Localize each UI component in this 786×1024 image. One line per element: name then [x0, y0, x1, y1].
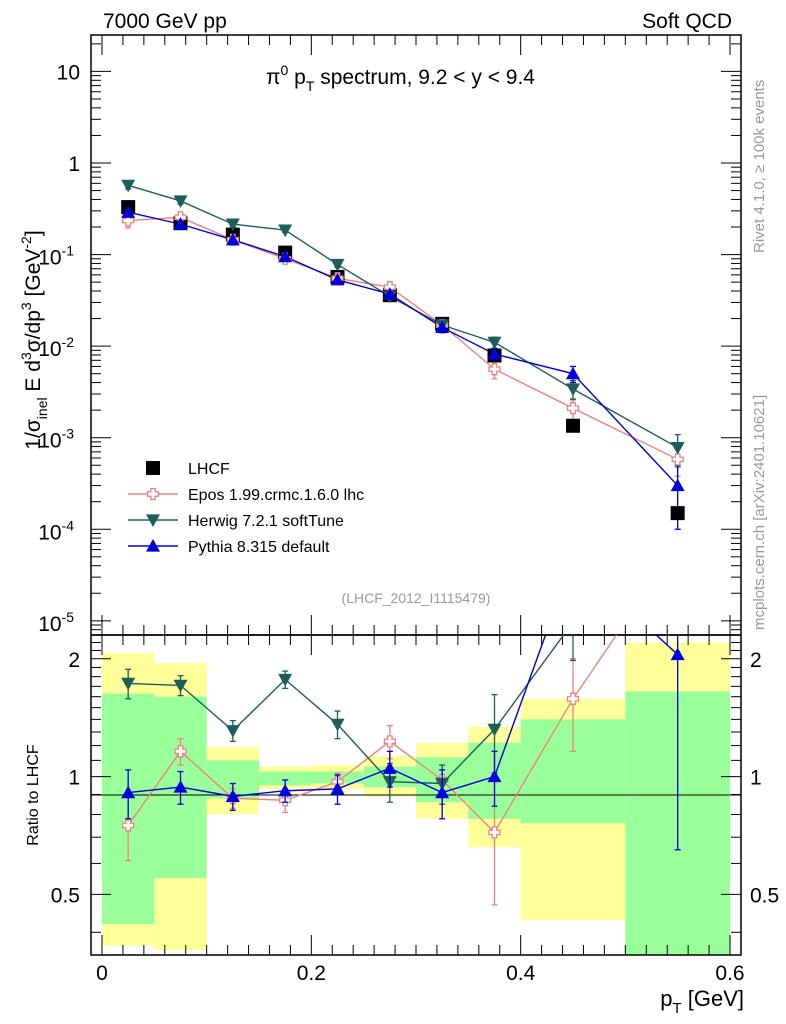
ratio-0-point	[383, 735, 396, 748]
series-2-point	[487, 347, 502, 360]
ratio-0-point	[672, 540, 683, 551]
series-2-point	[566, 366, 580, 380]
series-1-point	[278, 224, 293, 238]
header-right: Soft QCD	[642, 10, 732, 33]
series-1-point	[225, 218, 240, 232]
ratio-tick-label: 1	[68, 767, 80, 790]
y-tick-label: 10-4	[38, 517, 74, 544]
ratio-2-point	[121, 785, 136, 799]
ratio-tick-label: 0.5	[51, 884, 80, 907]
series-2-point	[670, 478, 685, 492]
series-line-1	[127, 184, 679, 449]
y-tick-label: 10-5	[38, 609, 74, 636]
legend-marker	[146, 487, 160, 501]
ratio-2-point	[435, 785, 450, 799]
main-series	[121, 179, 685, 530]
ratio-tick-label: 2	[68, 649, 80, 672]
ratio-1-point	[225, 725, 240, 738]
series-2-point	[330, 272, 345, 286]
main-y-ticks: 10-5 10-4 10-3 10-2 10-1 1 10	[38, 43, 741, 636]
x-tick-label: 0.6	[715, 962, 744, 985]
ratio-2-point	[382, 761, 397, 774]
legend: LHCF Epos 1.99.crmc.1.6.0 lhc Herwig 7.2.1…	[128, 461, 364, 556]
series-line-2	[128, 211, 679, 487]
ratio-0-point	[566, 692, 580, 705]
y-tick-label: 10-3	[38, 426, 74, 453]
y-tick-label: 10	[57, 61, 80, 84]
ratio-1-point	[330, 718, 345, 732]
ratio-tick-label: 1	[750, 767, 762, 790]
ratio-2-point	[278, 783, 293, 797]
ratio-line-0	[127, 635, 618, 834]
series-0-point	[488, 363, 501, 376]
ratio-1-point	[566, 617, 580, 630]
ratio-line-1	[128, 635, 565, 785]
analysis-id: (LHCF_2012_I1115479)	[342, 590, 491, 606]
legend-label: LHCF	[188, 461, 230, 478]
header-left: 7000 GeV pp	[103, 10, 227, 33]
legend-marker	[146, 539, 160, 552]
ratio-uncertainty-bands	[102, 642, 730, 955]
series-1-point	[487, 336, 502, 350]
y-tick-label: 10-2	[38, 334, 74, 361]
ratio-1-point	[173, 679, 188, 693]
ratio-1-point	[487, 723, 502, 737]
ratio-1-point	[278, 673, 293, 687]
series-2-point	[278, 249, 293, 263]
series-1-point	[173, 195, 188, 208]
legend-label: Epos 1.99.crmc.1.6.0 lhc	[188, 487, 364, 504]
mcplots-label: mcplots.cern.ch [arXiv:2401.10621]	[751, 395, 768, 630]
rivet-label: Rivet 4.1.0, ≥ 100k events	[751, 80, 768, 253]
series-0-point	[122, 214, 135, 227]
ratio-0-point	[174, 745, 187, 758]
data-point	[670, 506, 685, 521]
series-1-point	[330, 258, 345, 272]
series-2-point	[225, 232, 240, 246]
ratio-1-point	[121, 677, 136, 691]
series-0-point	[671, 453, 684, 466]
legend-marker	[146, 514, 160, 527]
ratio-2-point	[566, 552, 580, 565]
x-tick-label: 0.4	[506, 962, 536, 985]
ratio-y-axis-label: Ratio to LHCF	[25, 744, 42, 846]
x-tick-label: 0.2	[297, 962, 326, 985]
legend-label: Pythia 8.315 default	[188, 539, 330, 556]
series-1-point	[566, 383, 580, 397]
data-point	[566, 418, 580, 433]
series-2-point	[173, 217, 188, 230]
ratio-0-point	[488, 826, 501, 839]
ratio-tick-label: 2	[750, 649, 762, 672]
ratio-2-point	[173, 780, 188, 793]
ratio-tick-label: 0.5	[750, 884, 779, 907]
chart-title: π0 pT spectrum, 9.2 < y < 9.4	[266, 62, 535, 94]
legend-label: Herwig 7.2.1 softTune	[188, 513, 344, 530]
y-tick-label: 1	[68, 153, 80, 176]
series-1-point	[670, 441, 685, 455]
ratio-0-point	[122, 819, 135, 832]
legend-marker	[146, 461, 160, 475]
series-0-point	[566, 402, 580, 415]
inner-band-3	[259, 771, 312, 786]
series-2-point	[435, 320, 450, 334]
ratio-2-point	[670, 647, 685, 661]
ratio-y-ticks: 0.5 0.5 1 1 2 2	[51, 642, 779, 933]
x-tick-label: 0	[96, 962, 108, 985]
y-tick-label: 10-1	[38, 243, 74, 270]
ratio-2-point	[487, 769, 502, 783]
x-ticks: 0 0.2 0.4 0.6	[96, 35, 745, 985]
ratio-line-2	[128, 635, 679, 798]
series-2-point	[121, 205, 136, 218]
ratio-2-point	[225, 789, 240, 802]
x-axis-label: pT [GeV]	[660, 986, 744, 1017]
series-line-0	[128, 216, 678, 460]
ratio-2-point	[330, 781, 345, 795]
series-2-point	[382, 287, 397, 300]
y-axis-label: 1/σinel E d3σ/dp3 [GeV-2]	[18, 230, 50, 449]
ratio-series	[121, 540, 685, 906]
series-1-point	[121, 179, 136, 193]
